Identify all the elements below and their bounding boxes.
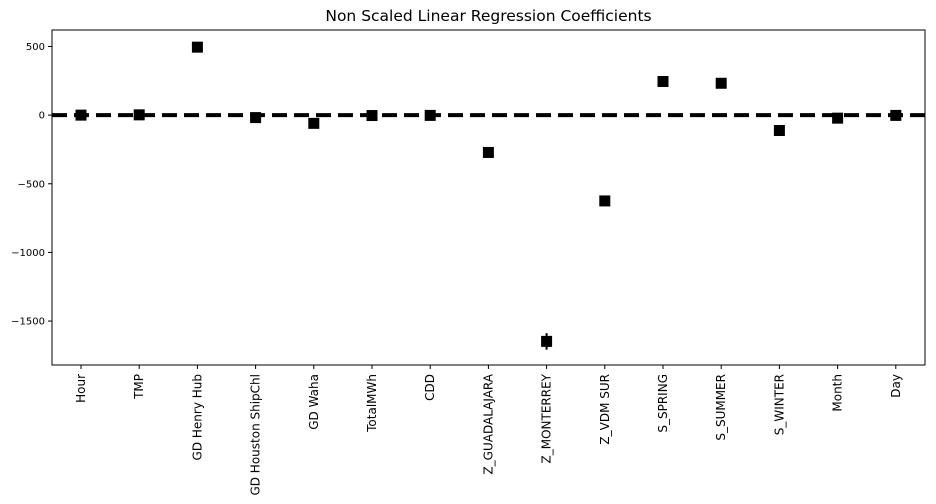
coefficient-point: [773, 125, 785, 136]
coefficient-point: [133, 109, 145, 121]
x-tick-label: Hour: [74, 374, 88, 403]
y-tick-label: −500: [18, 179, 45, 190]
coefficient-point: [75, 109, 87, 121]
plot-area: [51, 29, 926, 366]
x-tick-label: GD Houston ShipChl: [249, 374, 263, 496]
x-tick-label: Z_MONTERREY: [540, 373, 554, 463]
coefficient-point: [890, 109, 902, 121]
coefficient-point: [250, 112, 262, 124]
coefficient-point: [424, 109, 436, 121]
x-tick-label: CDD: [423, 374, 437, 401]
coefficient-point: [191, 41, 203, 53]
y-tick-label: 500: [26, 42, 45, 53]
x-tick-label: GD Henry Hub: [190, 374, 204, 460]
y-tick-label: 0: [39, 111, 45, 122]
x-tick-label: TotalMWh: [365, 374, 379, 433]
coefficient-markers: [75, 41, 902, 350]
y-tick-label: −1500: [11, 317, 45, 328]
coefficient-point: [599, 195, 611, 207]
coefficient-point: [308, 117, 320, 129]
x-tick-label: Month: [831, 374, 845, 412]
x-tick-label: GD Waha: [307, 374, 321, 430]
coefficient-point: [657, 75, 669, 87]
coefficient-point: [366, 110, 378, 122]
coefficient-point: [541, 335, 553, 347]
y-axis: 500 0 −500 −1000 −1500: [11, 42, 52, 328]
x-axis: Hour TMP GD Henry Hub GD Houston ShipChl GD …: [74, 365, 903, 496]
x-tick-label: S_WINTER: [772, 374, 786, 435]
y-tick-label: −1000: [11, 248, 45, 259]
x-tick-label: S_SPRING: [656, 374, 670, 433]
coefficient-point: [482, 146, 494, 158]
x-tick-label: Z_VDM SUR: [598, 374, 612, 445]
chart-title: Non Scaled Linear Regression Coefficient…: [325, 7, 652, 25]
coefficient-point: [832, 112, 844, 124]
coefficient-point: [715, 77, 727, 89]
x-tick-label: TMP: [132, 374, 146, 400]
x-tick-label: S_SUMMER: [714, 374, 728, 441]
x-tick-label: Day: [889, 374, 903, 398]
x-tick-label: Z_GUADALAJARA: [481, 373, 495, 474]
